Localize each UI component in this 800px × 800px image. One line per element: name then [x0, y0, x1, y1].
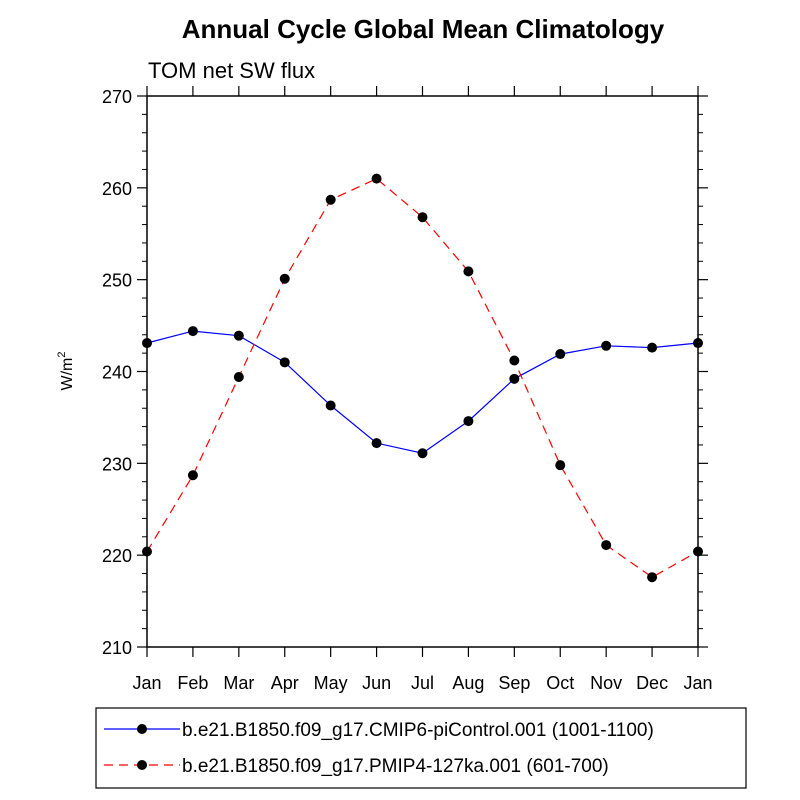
- series-1-point: [325, 400, 336, 411]
- y-axis-label-text: W/m: [59, 358, 76, 391]
- legend-label-series-1: b.e21.B1850.f09_g17.CMIP6-piControl.001 …: [182, 720, 654, 741]
- series-1-point: [142, 338, 152, 349]
- series-2-point: [463, 266, 474, 277]
- plot-area: 210 220 230 240 250 260 270 Jan Feb Mar Apr May Jun J…: [102, 86, 713, 693]
- x-tick-label: Sep: [498, 673, 530, 693]
- series-2-point: [142, 546, 152, 557]
- series-1-point: [371, 438, 382, 449]
- y-tick-label: 240: [102, 363, 132, 383]
- y-tick-label: 230: [102, 454, 132, 474]
- series-2-point: [187, 470, 198, 481]
- x-tick-label: Dec: [636, 673, 668, 693]
- legend-label-series-2: b.e21.B1850.f09_g17.PMIP4-127ka.001 (601…: [182, 756, 609, 777]
- series-1-point: [417, 448, 428, 459]
- x-tick-label: Nov: [590, 673, 622, 693]
- x-tick-label: May: [314, 673, 348, 693]
- y-axis-label-superscript: 2: [56, 352, 68, 358]
- x-tick-label: Feb: [177, 673, 208, 693]
- series-2-point: [693, 546, 703, 557]
- legend-marker-series-1: [137, 724, 147, 734]
- series-1-point: [509, 373, 520, 384]
- x-tick-label: Jun: [362, 673, 391, 693]
- series-1-point: [233, 330, 244, 341]
- x-tick-label: Jul: [411, 673, 434, 693]
- series-2-point: [417, 212, 428, 223]
- y-tick-label: 250: [102, 271, 132, 291]
- x-tick-label: Oct: [546, 673, 574, 693]
- series-2-point: [279, 273, 290, 284]
- y-tick-label: 220: [102, 546, 132, 566]
- y-tick-label: 210: [102, 638, 132, 658]
- series-2-point: [509, 355, 520, 366]
- series-1-point: [601, 340, 612, 351]
- series-2-point: [601, 540, 612, 551]
- chart-title: Annual Cycle Global Mean Climatology: [182, 14, 665, 44]
- series-1-point: [647, 342, 658, 353]
- legend: b.e21.B1850.f09_g17.CMIP6-piControl.001 …: [95, 707, 747, 789]
- x-tick-label: Aug: [452, 673, 484, 693]
- y-tick-label: 270: [102, 87, 132, 107]
- legend-marker-series-2: [137, 760, 147, 770]
- series-2-point: [233, 372, 244, 383]
- plot-frame: [146, 95, 699, 648]
- series-1-point: [187, 326, 198, 337]
- series-1-point: [693, 338, 703, 349]
- x-tick-label: Mar: [223, 673, 254, 693]
- chart-subtitle: TOM net SW flux: [148, 58, 315, 83]
- series-1-point: [463, 416, 474, 427]
- y-axis-label: W/m2: [56, 352, 76, 391]
- series-2-point: [647, 572, 658, 583]
- series-2-point: [371, 173, 382, 184]
- x-tick-label: Jan: [132, 673, 161, 693]
- series-1-point: [555, 349, 566, 360]
- series-2-point: [325, 194, 336, 205]
- series-line-1: [146, 330, 699, 454]
- x-tick-label: Jan: [683, 673, 712, 693]
- series-line-2: [146, 177, 699, 578]
- legend-box: [95, 707, 747, 789]
- y-tick-label: 260: [102, 179, 132, 199]
- x-tick-label: Apr: [271, 673, 299, 693]
- series-1-point: [279, 357, 290, 368]
- series-2-point: [555, 460, 566, 471]
